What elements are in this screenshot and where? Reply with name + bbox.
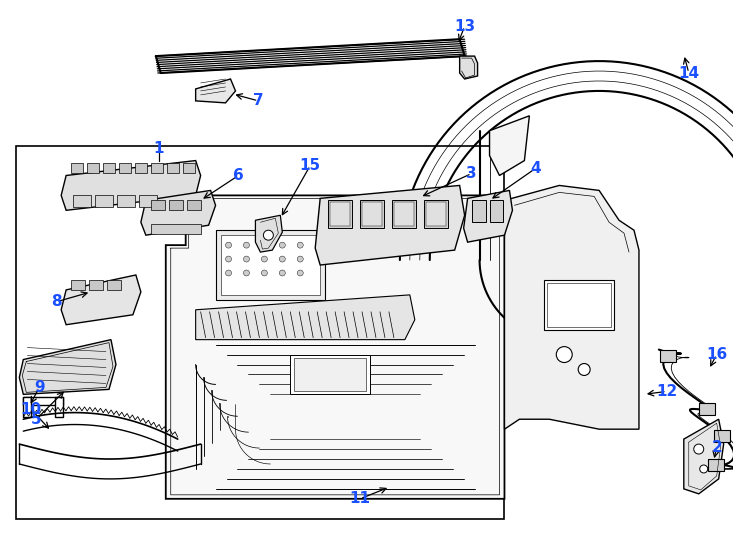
Circle shape [280, 270, 286, 276]
Bar [700, 403, 716, 415]
Bar [472, 200, 486, 222]
Bar [119, 163, 131, 172]
Text: 2: 2 [711, 440, 722, 455]
Bar [150, 200, 164, 210]
Bar [216, 230, 325, 300]
Text: 12: 12 [656, 384, 677, 399]
Circle shape [244, 256, 250, 262]
Text: 9: 9 [34, 380, 45, 395]
Bar [394, 202, 414, 226]
Bar [71, 163, 83, 172]
Text: 15: 15 [299, 158, 321, 173]
Text: 4: 4 [530, 161, 541, 176]
Bar [328, 200, 352, 228]
Bar [661, 350, 676, 362]
Polygon shape [61, 160, 200, 210]
Bar [708, 459, 724, 471]
Bar [220, 235, 320, 295]
Bar [294, 357, 366, 392]
Bar [545, 280, 614, 330]
Circle shape [225, 256, 231, 262]
Bar [362, 202, 382, 226]
Circle shape [225, 270, 231, 276]
Bar [103, 163, 115, 172]
Circle shape [280, 242, 286, 248]
Bar [330, 202, 350, 226]
Polygon shape [490, 116, 529, 176]
Bar [186, 200, 200, 210]
Bar [71, 280, 85, 290]
Polygon shape [255, 215, 283, 252]
Text: 13: 13 [454, 19, 475, 34]
Bar [150, 224, 200, 234]
Bar [95, 195, 113, 207]
Text: 6: 6 [233, 168, 244, 183]
Polygon shape [315, 185, 465, 265]
Polygon shape [684, 419, 724, 494]
Polygon shape [19, 340, 116, 394]
Circle shape [694, 444, 704, 454]
Bar [107, 280, 121, 290]
Bar [23, 397, 32, 417]
Polygon shape [459, 56, 478, 79]
Circle shape [261, 242, 267, 248]
Bar [392, 200, 416, 228]
Bar [87, 163, 99, 172]
Bar [183, 163, 195, 172]
Bar [89, 280, 103, 290]
Polygon shape [166, 195, 504, 499]
Text: 8: 8 [51, 294, 62, 309]
Bar [55, 397, 63, 417]
Circle shape [700, 465, 708, 473]
Circle shape [261, 256, 267, 262]
Circle shape [244, 242, 250, 248]
Polygon shape [464, 191, 512, 242]
Bar [135, 163, 147, 172]
Text: 3: 3 [466, 166, 477, 181]
Bar [139, 195, 157, 207]
Bar [73, 195, 91, 207]
Bar [490, 200, 504, 222]
Text: 14: 14 [678, 65, 700, 80]
Text: 16: 16 [706, 347, 727, 362]
Bar [169, 200, 183, 210]
Text: 7: 7 [253, 93, 264, 109]
Circle shape [261, 270, 267, 276]
Bar [548, 283, 611, 327]
Polygon shape [141, 191, 216, 235]
Circle shape [264, 230, 273, 240]
Circle shape [556, 347, 573, 362]
Bar [714, 430, 730, 442]
Bar [167, 163, 178, 172]
Polygon shape [196, 79, 236, 103]
Bar [23, 397, 63, 406]
Text: 1: 1 [153, 141, 164, 156]
Circle shape [297, 270, 303, 276]
Text: 5: 5 [31, 411, 42, 427]
Bar [424, 200, 448, 228]
Text: 10: 10 [21, 402, 42, 417]
Bar [360, 200, 384, 228]
Circle shape [225, 242, 231, 248]
Bar [16, 146, 504, 519]
Polygon shape [196, 295, 415, 340]
Bar [290, 355, 370, 394]
Bar [117, 195, 135, 207]
Circle shape [280, 256, 286, 262]
Circle shape [297, 242, 303, 248]
Circle shape [297, 256, 303, 262]
Bar [150, 163, 163, 172]
Circle shape [244, 270, 250, 276]
Circle shape [578, 363, 590, 375]
Polygon shape [61, 275, 141, 325]
Bar [426, 202, 446, 226]
Text: 11: 11 [349, 491, 371, 507]
Polygon shape [504, 185, 639, 429]
